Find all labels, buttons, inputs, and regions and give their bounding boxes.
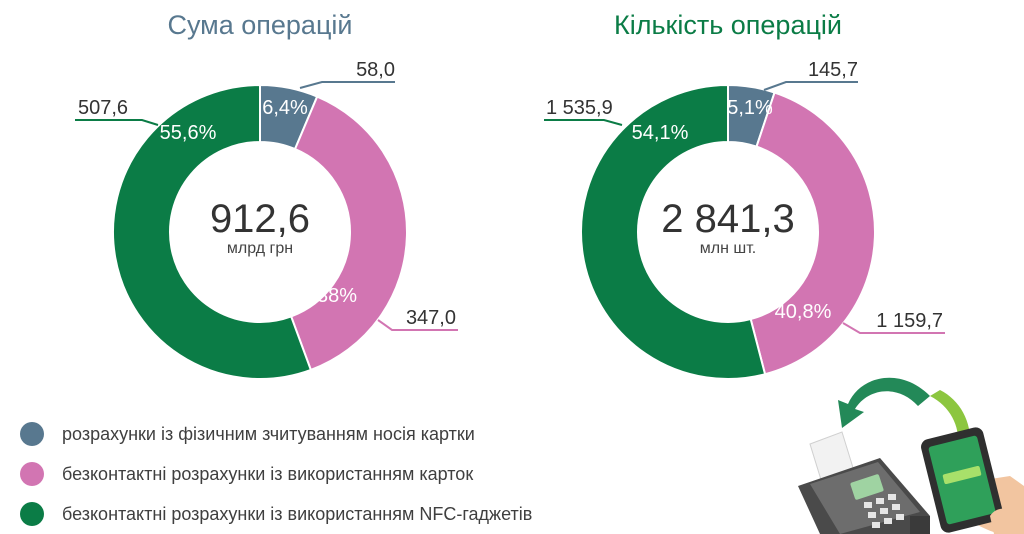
payment-terminal-icon [798,458,930,534]
legend-item-contactless-card: безконтактні розрахунки із використанням… [20,454,532,494]
smartphone-icon [921,427,1003,533]
legend-item-nfc: безконтактні розрахунки із використанням… [20,494,532,534]
percent-label-nfc: 55,6% [160,122,217,144]
legend-dot-contactless-card [20,462,44,486]
percent-label-contactless-card: 38% [317,285,357,307]
count-chart: Кількість операцій 5,1% 145,7 40,8% 1 159,7… [544,10,945,380]
sum-chart-title: Сума операцій [167,10,352,40]
sum-total: 912,6 [210,197,310,241]
percent-label-nfc: 54,1% [632,122,689,144]
curved-arrow-icon [838,377,930,428]
value-label-nfc: 507,6 [78,97,128,119]
thumb-icon [990,508,1024,534]
legend-dot-nfc [20,502,44,526]
sum-chart: Сума операцій 6,4% 58,0 38% 347,0 55,6% 507,6… [75,10,458,380]
percent-label-contactless-card: 40,8% [775,301,832,323]
sum-unit: млрд грн [227,240,293,257]
donut-slice-nfc [580,83,767,380]
legend-item-card-reading: розрахунки із фізичним зчитуванням носія… [20,414,532,454]
callout-line-nfc [544,119,623,126]
donut-slice-contactless-card [289,95,408,372]
value-label-contactless-card: 347,0 [406,307,456,329]
callout-line-contactless-card [377,319,458,331]
value-label-nfc: 1 535,9 [546,97,613,119]
value-label-contactless-card: 1 159,7 [876,310,943,332]
legend: розрахунки із фізичним зчитуванням носія… [20,414,532,534]
value-label-card-reading: 58,0 [356,59,395,81]
count-chart-title: Кількість операцій [614,10,842,40]
callout-line-card-reading [299,81,395,89]
count-unit: млн шт. [700,240,756,257]
legend-label: безконтактні розрахунки із використанням… [62,463,474,484]
nfc-payment-illustration [798,377,1024,534]
donut-slice-nfc [112,83,313,380]
callout-line-card-reading [763,81,858,91]
percent-label-card-reading: 6,4% [262,97,308,119]
callout-line-contactless-card [842,322,945,334]
callout-line-nfc [75,119,159,126]
legend-label: розрахунки із фізичним зчитуванням носія… [62,423,475,444]
count-total: 2 841,3 [661,197,794,241]
legend-label: безконтактні розрахунки із використанням… [62,503,533,524]
donut-slice-contactless-card [749,91,876,376]
legend-dot-card-reading [20,422,44,446]
value-label-card-reading: 145,7 [808,59,858,81]
percent-label-card-reading: 5,1% [727,97,773,119]
donut-charts: Сума операцій 6,4% 58,0 38% 347,0 55,6% 507,6… [75,10,945,380]
